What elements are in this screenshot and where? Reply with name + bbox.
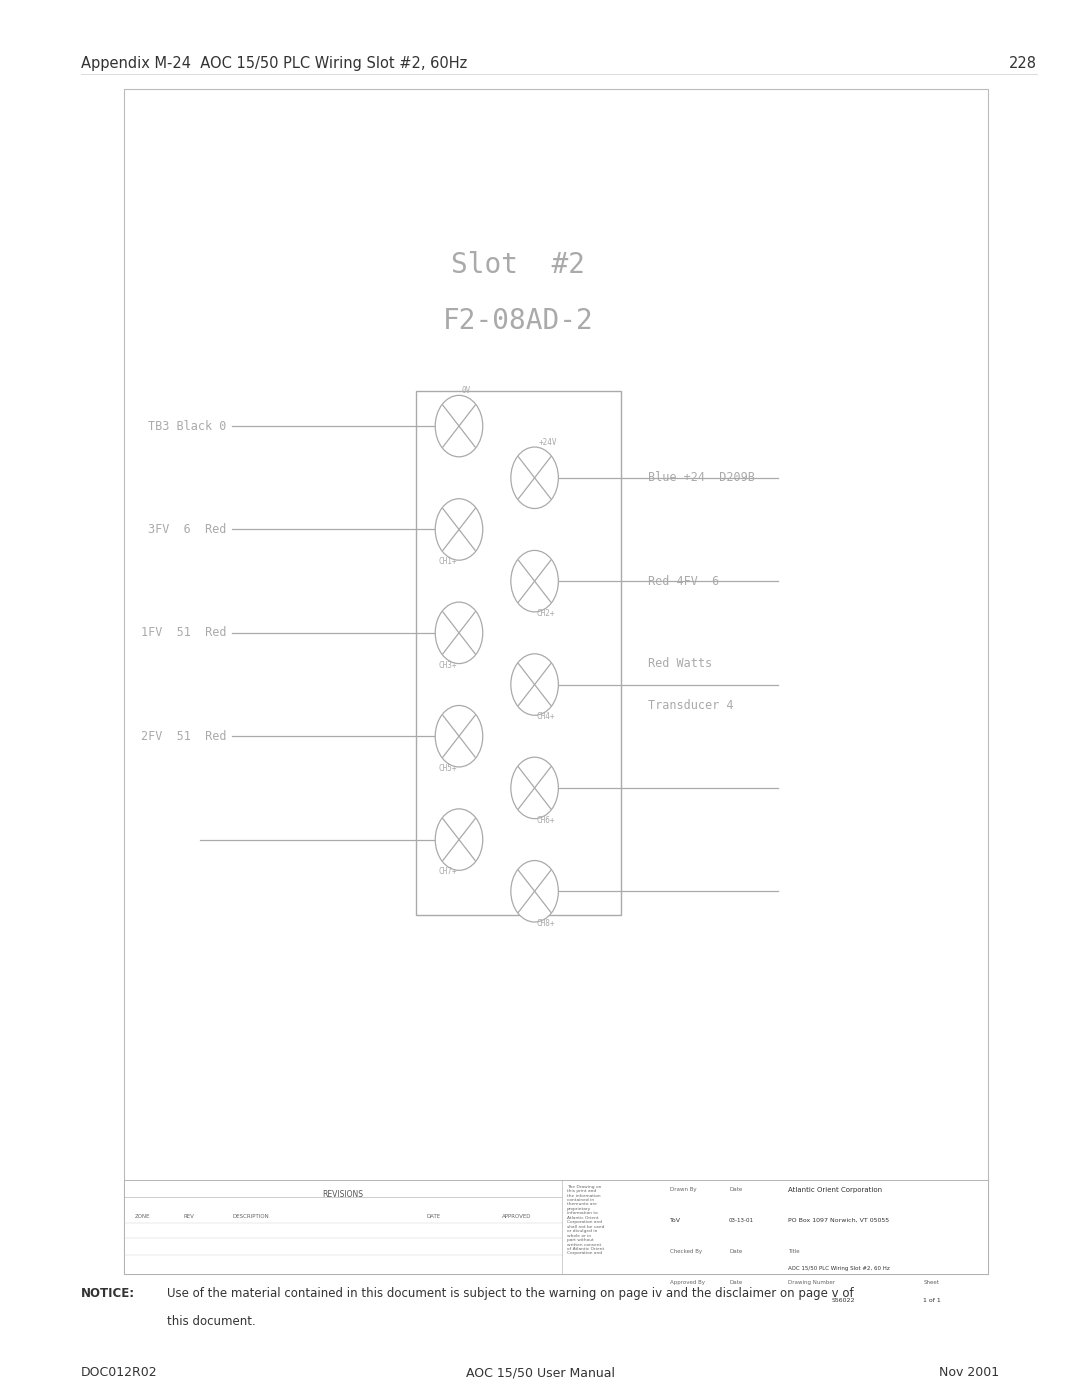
FancyBboxPatch shape (124, 1180, 988, 1274)
Text: REVISIONS: REVISIONS (323, 1190, 363, 1199)
Text: DATE: DATE (427, 1214, 441, 1220)
Text: TB3 Black 0: TB3 Black 0 (148, 419, 227, 433)
Text: 228: 228 (1009, 56, 1037, 71)
Text: CH5+: CH5+ (438, 764, 457, 773)
FancyBboxPatch shape (416, 391, 621, 915)
Text: 3FV  6  Red: 3FV 6 Red (148, 522, 227, 536)
Text: Red 4FV  6: Red 4FV 6 (648, 574, 719, 588)
Text: 2FV  51  Red: 2FV 51 Red (141, 729, 227, 743)
Text: Drawn By: Drawn By (670, 1187, 697, 1193)
Text: Transducer 4: Transducer 4 (648, 698, 733, 712)
Circle shape (435, 809, 483, 870)
Circle shape (511, 861, 558, 922)
Text: Slot  #2: Slot #2 (451, 251, 585, 279)
FancyBboxPatch shape (124, 89, 988, 1274)
Text: PO Box 1097 Norwich, VT 05055: PO Box 1097 Norwich, VT 05055 (788, 1218, 890, 1224)
Text: this document.: this document. (167, 1315, 256, 1327)
Text: 0V: 0V (461, 387, 471, 395)
Text: +24V: +24V (538, 439, 556, 447)
Text: REV: REV (184, 1214, 194, 1220)
Text: S56022: S56022 (832, 1298, 855, 1303)
Text: F2-08AD-2: F2-08AD-2 (443, 307, 594, 335)
Text: DESCRIPTION: DESCRIPTION (232, 1214, 269, 1220)
Text: ZONE: ZONE (135, 1214, 150, 1220)
Text: Checked By: Checked By (670, 1249, 702, 1255)
Text: The Drawing on
this print and
the information
contained in
thereunto are
proprie: The Drawing on this print and the inform… (567, 1185, 605, 1256)
Circle shape (435, 395, 483, 457)
Text: Drawing Number: Drawing Number (788, 1280, 836, 1285)
Text: CH8+: CH8+ (537, 919, 555, 928)
Text: Blue +24  D209B: Blue +24 D209B (648, 471, 755, 485)
Text: CH7+: CH7+ (438, 868, 457, 876)
Text: CH3+: CH3+ (438, 661, 457, 669)
Text: ToV: ToV (670, 1218, 680, 1224)
Text: APPROVED: APPROVED (502, 1214, 531, 1220)
Text: Appendix M-24  AOC 15/50 PLC Wiring Slot #2, 60Hz: Appendix M-24 AOC 15/50 PLC Wiring Slot … (81, 56, 468, 71)
Text: NOTICE:: NOTICE: (81, 1287, 135, 1299)
Text: Date: Date (729, 1249, 742, 1255)
Text: CH4+: CH4+ (537, 712, 555, 721)
Text: DOC012R02: DOC012R02 (81, 1366, 158, 1379)
Circle shape (435, 602, 483, 664)
Text: Atlantic Orient Corporation: Atlantic Orient Corporation (788, 1187, 882, 1193)
Text: CH2+: CH2+ (537, 609, 555, 617)
Text: Sheet: Sheet (923, 1280, 940, 1285)
Circle shape (435, 499, 483, 560)
Circle shape (511, 550, 558, 612)
Text: Use of the material contained in this document is subject to the warning on page: Use of the material contained in this do… (167, 1287, 854, 1299)
Text: AOC 15/50 User Manual: AOC 15/50 User Manual (465, 1366, 615, 1379)
Circle shape (511, 757, 558, 819)
Text: Title: Title (788, 1249, 800, 1255)
Text: AOC 15/50 PLC Wiring Slot #2, 60 Hz: AOC 15/50 PLC Wiring Slot #2, 60 Hz (788, 1266, 890, 1271)
Text: 1 of 1: 1 of 1 (923, 1298, 941, 1303)
Text: Red Watts: Red Watts (648, 657, 712, 671)
Circle shape (511, 654, 558, 715)
Circle shape (435, 705, 483, 767)
Text: CH6+: CH6+ (537, 816, 555, 824)
Circle shape (511, 447, 558, 509)
Text: CH1+: CH1+ (438, 557, 457, 566)
Text: Date: Date (729, 1280, 742, 1285)
Text: 1FV  51  Red: 1FV 51 Red (141, 626, 227, 640)
Text: Date: Date (729, 1187, 742, 1193)
Text: Approved By: Approved By (670, 1280, 704, 1285)
Text: Nov 2001: Nov 2001 (939, 1366, 999, 1379)
Text: 03-13-01: 03-13-01 (729, 1218, 754, 1224)
